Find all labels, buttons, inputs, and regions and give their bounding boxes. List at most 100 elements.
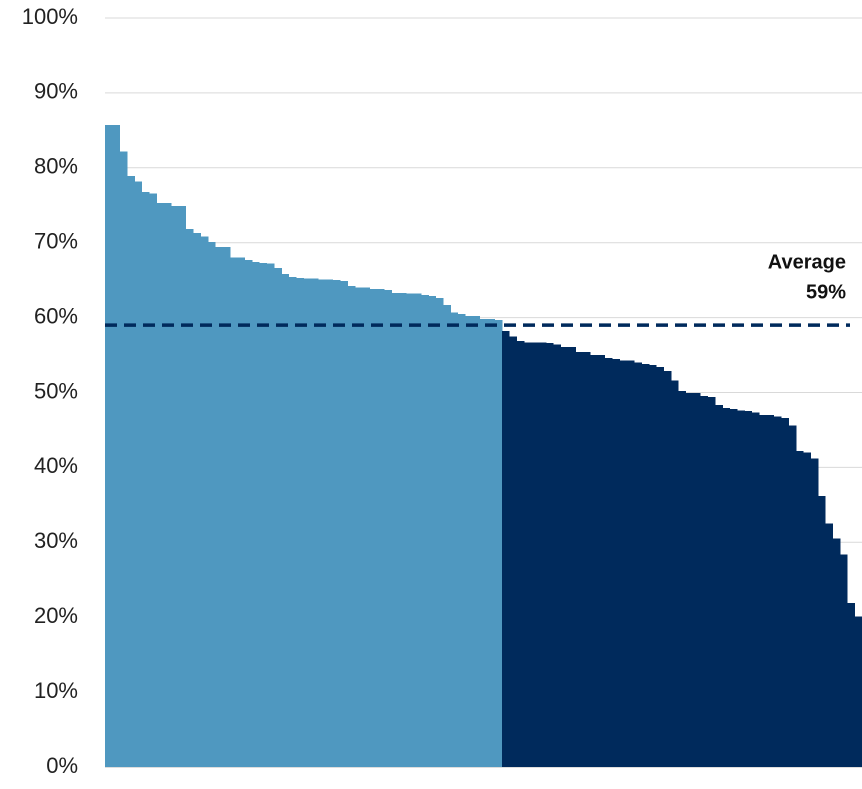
y-tick-label: 80% [34,154,78,179]
bar [332,280,341,767]
bar [781,417,789,767]
bar [310,278,319,767]
bar [185,229,194,767]
bar [318,279,326,767]
bar [288,277,297,767]
bar [266,263,275,767]
average-label: Average [768,251,846,273]
bar [817,495,826,767]
bar [729,408,738,767]
bar [678,391,687,767]
bar [384,289,393,767]
bar [773,416,782,767]
bar [112,125,121,768]
bar [127,176,135,767]
bar [766,414,775,767]
bar [854,616,862,767]
bar [200,236,209,767]
bar [619,360,628,767]
bar [648,364,657,767]
y-tick-label: 70% [34,229,78,254]
y-tick-label: 0% [46,753,78,778]
bar [237,257,246,767]
bar [362,287,370,767]
bar [597,355,606,767]
bar [354,287,363,767]
bar [803,452,811,767]
bar [641,364,650,767]
bar [244,259,253,767]
bar [700,396,709,767]
bar [215,247,223,768]
bar [259,262,268,767]
bar [296,277,304,767]
bar [141,191,150,767]
bar [134,181,143,768]
bar [421,295,429,767]
bar [251,262,260,767]
bar [501,331,510,767]
bar [751,412,760,767]
bar [119,151,128,767]
bar [281,274,290,767]
y-tick-label: 60% [34,303,78,328]
bar [685,393,694,767]
bar [207,241,216,768]
bar [406,293,415,767]
bar [163,203,172,768]
bar [553,344,562,767]
bar [825,523,834,767]
y-tick-label: 30% [34,528,78,553]
bar [457,313,466,767]
bar [612,358,620,767]
bar [744,411,753,767]
bar [715,405,723,767]
bar [575,352,584,767]
bar [222,247,231,768]
bar [413,293,422,767]
bar [516,340,525,767]
bar [494,319,503,767]
average-value-label: 59% [806,281,846,303]
bar [795,450,804,767]
bar [604,358,613,767]
bar [435,298,444,767]
bar [193,232,201,767]
bar [670,380,679,767]
bar [788,425,797,767]
bar [479,319,488,767]
bar [171,205,179,767]
bar [391,292,400,767]
bar [149,193,157,768]
bar [656,367,664,767]
bar [692,393,701,767]
y-tick-label: 10% [34,678,78,703]
bar [340,280,348,767]
bar [178,205,187,767]
bar [156,203,165,768]
bar [487,319,495,767]
bar [707,396,716,767]
bar [428,295,437,767]
y-tick-label: 20% [34,603,78,628]
y-tick-label: 50% [34,378,78,403]
bar [590,355,598,767]
bar [538,342,547,767]
bar [274,268,282,767]
bar [634,362,642,767]
bar [832,538,841,767]
bar [737,410,745,767]
bar [369,289,378,767]
bar [325,279,334,767]
bar [839,554,848,767]
bar [376,289,385,767]
bar [472,316,481,767]
bar [347,286,356,767]
bar [545,343,554,767]
bar [722,408,731,767]
bar [229,257,238,767]
bar [847,602,856,767]
bar [398,292,407,767]
